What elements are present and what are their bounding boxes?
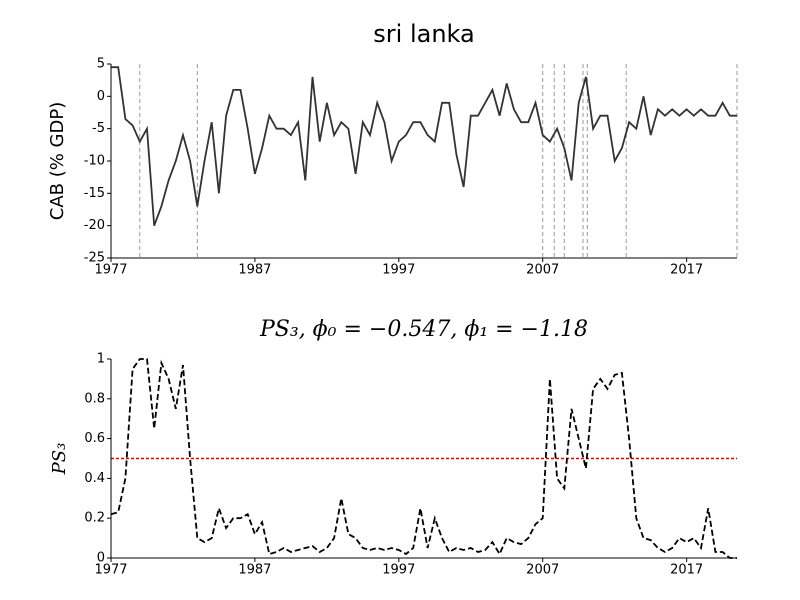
- y-tick-label: 0: [97, 551, 105, 566]
- chart-title: PS₃, ϕ₀ = −0.547, ϕ₁ = −1.18: [259, 317, 588, 342]
- x-tick-label: 2017: [670, 263, 703, 278]
- y-tick-label: -25: [84, 251, 105, 266]
- y-axis-label: CAB (% GDP): [47, 102, 68, 221]
- data-line: [111, 66, 737, 227]
- x-tick-label: 2007: [526, 563, 559, 578]
- x-tick-label: 1997: [382, 563, 415, 578]
- y-tick-label: 0.2: [84, 511, 105, 526]
- y-axis-label: PS₃: [49, 443, 70, 476]
- y-tick-label: 0: [97, 89, 105, 104]
- y-tick-label: -10: [84, 154, 105, 169]
- y-tick-label: 0.4: [84, 471, 105, 486]
- x-tick-label: 1987: [238, 563, 271, 578]
- chart-title: sri lanka: [373, 20, 474, 48]
- y-tick-label: -20: [84, 218, 105, 233]
- x-tick-label: 1987: [238, 263, 271, 278]
- x-tick-label: 1977: [94, 263, 127, 278]
- x-tick-label: 1997: [382, 263, 415, 278]
- y-tick-label: -5: [92, 121, 105, 136]
- y-tick-label: 1: [97, 352, 105, 367]
- y-tick-label: -15: [84, 186, 105, 201]
- x-tick-label: 2017: [670, 563, 703, 578]
- data-line: [110, 358, 737, 559]
- y-tick-label: 5: [97, 57, 105, 72]
- x-tick-label: 2007: [526, 263, 559, 278]
- y-tick-label: 0.6: [84, 431, 105, 446]
- x-tick-label: 1977: [94, 563, 127, 578]
- y-tick-label: 0.8: [84, 391, 105, 406]
